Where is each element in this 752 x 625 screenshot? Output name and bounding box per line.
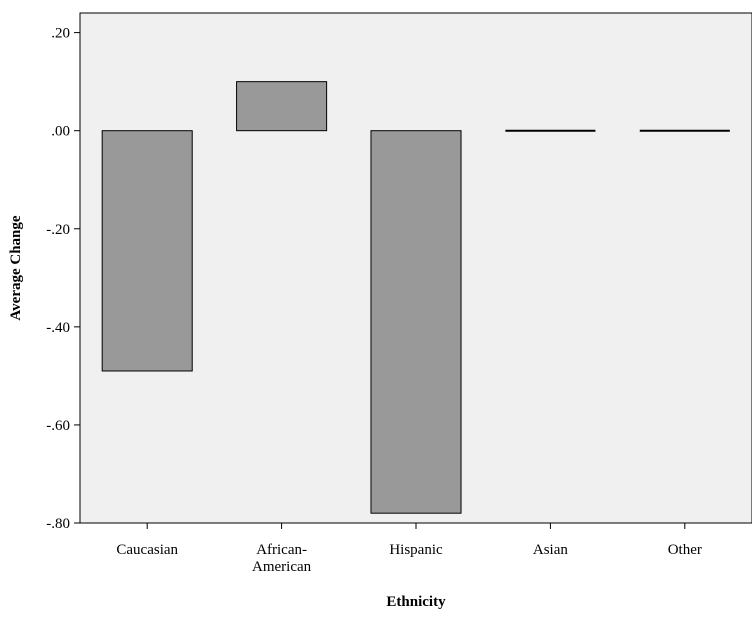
x-axis: Caucasian African-American Hispanic Asian Ot… [116,523,702,575]
y-tick-label: -.80 [46,516,70,532]
x-tick-label: Caucasian [116,542,178,558]
x-tick-label: African-American [252,542,312,575]
bars [101,81,730,514]
x-tick-label: Other [668,542,702,558]
y-tick-label: -.60 [46,418,70,434]
y-tick-label: .20 [51,26,70,42]
x-tick-label: Hispanic [389,542,443,558]
bar-african-american [236,81,328,132]
bar-caucasian [101,130,193,372]
bar-hispanic [370,130,462,514]
x-tick-label: Asian [533,542,568,558]
y-axis: .20 .00 -.20 -.40 -.60 -.80 [46,26,80,532]
y-tick-label: -.20 [46,222,70,238]
x-axis-title: Ethnicity [386,594,446,610]
y-tick-label: -.40 [46,320,70,336]
y-axis-title: Average Change [8,215,24,320]
y-tick-label: .00 [51,124,70,140]
